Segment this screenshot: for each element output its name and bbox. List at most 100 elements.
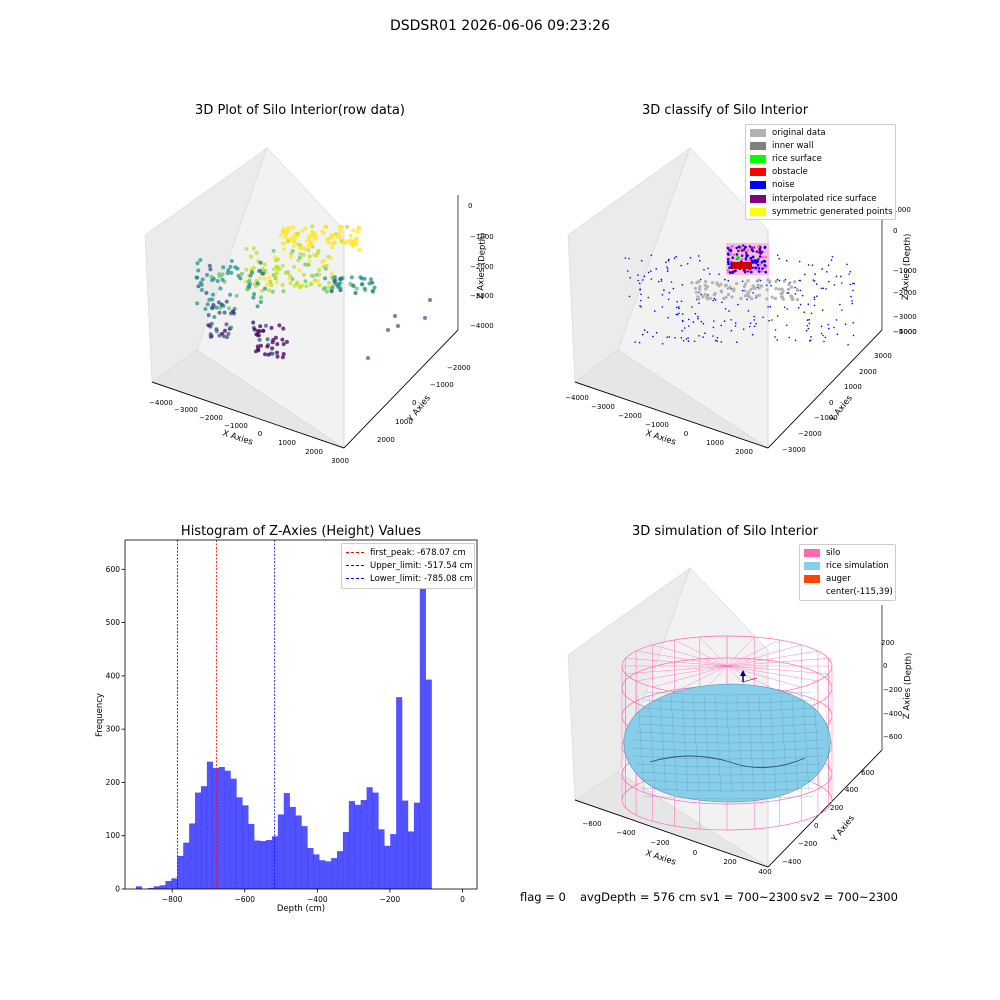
classify-plot-title: 3D classify of Silo Interior (641, 103, 809, 118)
histogram-bar (218, 766, 225, 889)
histogram-bar (224, 770, 231, 889)
surface-point (748, 245, 752, 248)
raw-point (348, 233, 353, 238)
raw-point (272, 267, 276, 272)
surface-point (749, 256, 753, 260)
surface-point (758, 270, 761, 273)
classify-y-axis (767, 329, 883, 449)
noise-point (640, 259, 643, 262)
histogram-bar (313, 854, 320, 889)
original-point (749, 287, 753, 291)
noise-point (807, 327, 810, 330)
raw-point (322, 285, 327, 290)
noise-point (824, 336, 827, 339)
raw-point (281, 326, 286, 331)
classify-y-tick: 1000 (844, 383, 862, 391)
noise-point (742, 328, 745, 331)
silo-spoke (726, 644, 802, 667)
noise-point (640, 306, 642, 308)
noise-point (663, 289, 665, 291)
noise-point (807, 264, 810, 266)
raw-point (295, 281, 300, 286)
simulation-y-tick: −400 (782, 858, 801, 866)
surface-point (758, 255, 762, 258)
original-point (793, 280, 797, 284)
noise-point (660, 280, 663, 282)
raw-point (286, 239, 291, 244)
classify-y-tick: −1000 (814, 414, 838, 422)
raw-point (268, 279, 273, 284)
original-point (705, 295, 709, 299)
noise-point (828, 327, 830, 330)
noise-point (666, 270, 669, 273)
raw-point (307, 259, 312, 264)
raw-point (206, 323, 211, 328)
noise-point (811, 264, 814, 267)
classify-x-tick: 2000 (735, 448, 753, 456)
legend-label: symmetric generated points (772, 206, 893, 217)
noise-point (850, 295, 852, 298)
noise-point (646, 331, 649, 334)
raw-point (222, 334, 226, 339)
noise-point (751, 333, 754, 336)
noise-point (848, 273, 850, 275)
noise-point (815, 283, 818, 285)
raw-point (228, 292, 233, 297)
raw-point (271, 248, 276, 253)
classify-ylabel: Y Axies (827, 393, 855, 425)
raw-x-tick: 1000 (278, 439, 296, 447)
raw-point (225, 271, 230, 276)
noise-point (638, 341, 641, 344)
simulation-y-tick: 600 (861, 769, 874, 777)
raw-point (340, 224, 345, 229)
surface-point (758, 248, 762, 252)
noise-point (675, 306, 678, 309)
noise-point (805, 329, 808, 332)
legend-label: inner wall (772, 140, 814, 151)
original-point (787, 283, 791, 287)
y-tick-label: 500 (106, 618, 121, 627)
legend-label: rice surface (772, 153, 822, 164)
raw-point (245, 287, 250, 292)
noise-point (794, 286, 796, 289)
original-point (787, 287, 791, 291)
noise-point (697, 315, 699, 318)
original-point (781, 297, 785, 301)
raw-z-tick: −2000 (470, 263, 494, 271)
noise-point (667, 298, 670, 301)
classify-x-tick: −4000 (565, 394, 589, 402)
surface-point (753, 259, 757, 262)
noise-point (680, 300, 683, 303)
raw-point (281, 342, 286, 347)
status-avg-depth: avgDepth = 576 cm (580, 890, 697, 904)
raw-ylabel: Y Axies (405, 393, 433, 425)
raw-point (303, 226, 308, 231)
surface-point (743, 271, 747, 274)
legend-swatch (750, 128, 766, 137)
simulation-xlabel: X Axies (644, 848, 677, 867)
raw-point (275, 350, 279, 355)
histogram-bar (254, 840, 261, 889)
histogram-bar (206, 761, 213, 889)
surface-point (757, 258, 760, 261)
histogram-bar (301, 826, 308, 889)
raw-point (225, 335, 229, 340)
rice-mesh-line (736, 695, 744, 793)
raw-point (302, 246, 307, 251)
noise-point (794, 339, 797, 342)
classify-xlabel: X Axies (644, 428, 677, 447)
y-tick-label: 400 (106, 671, 121, 680)
surface-point (727, 262, 730, 266)
raw-point (310, 224, 315, 229)
status-flag: flag = 0 (520, 890, 566, 904)
legend-swatch (750, 181, 766, 190)
raw-point (370, 288, 375, 293)
noise-point (703, 269, 705, 271)
raw-point (338, 277, 343, 282)
noise-point (668, 258, 670, 261)
raw-point (244, 247, 249, 251)
noise-point (637, 274, 639, 276)
rice-mesh-line (758, 695, 766, 793)
legend-label: center(-115,39) (826, 587, 893, 598)
raw-axes-frame (144, 147, 459, 449)
